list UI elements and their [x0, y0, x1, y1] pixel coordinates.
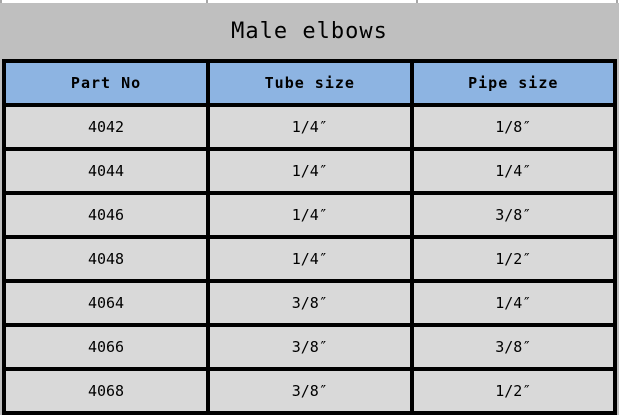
column-border-tick: [416, 0, 418, 3]
cell-tube-size: 3/8″: [206, 367, 414, 415]
column-border-tick: [0, 0, 2, 3]
cell-pipe-size: 1/4″: [409, 279, 618, 327]
cell-tube-size: 3/8″: [206, 323, 414, 371]
cell-tube-size: 3/8″: [206, 279, 414, 327]
title-band: Male elbows: [0, 3, 619, 59]
cell-part-no: 4066: [1, 323, 211, 371]
column-header-part-no: Part No: [1, 59, 211, 107]
page-title: Male elbows: [231, 18, 388, 44]
cell-pipe-size: 1/8″: [409, 103, 618, 151]
cell-tube-size: 1/4″: [206, 191, 414, 239]
table-row: 4064 3/8″ 1/4″: [1, 279, 618, 327]
table-row: 4046 1/4″ 3/8″: [1, 191, 618, 239]
cell-pipe-size: 3/8″: [409, 191, 618, 239]
cell-pipe-size: 3/8″: [409, 323, 618, 371]
column-border-tick: [206, 0, 208, 3]
cell-part-no: 4042: [1, 103, 211, 151]
cell-tube-size: 1/4″: [206, 103, 414, 151]
table-row: 4048 1/4″ 1/2″: [1, 235, 618, 283]
table-row: 4066 3/8″ 3/8″: [1, 323, 618, 371]
cell-part-no: 4064: [1, 279, 211, 327]
cell-part-no: 4046: [1, 191, 211, 239]
top-edge-strip: [0, 0, 619, 3]
table-row: 4042 1/4″ 1/8″: [1, 103, 618, 151]
cell-part-no: 4048: [1, 235, 211, 283]
cell-pipe-size: 1/2″: [409, 235, 618, 283]
cell-part-no: 4044: [1, 147, 211, 195]
column-border-tick: [616, 0, 618, 3]
column-header-tube-size: Tube size: [206, 59, 414, 107]
column-header-pipe-size: Pipe size: [409, 59, 618, 107]
table-row: 4044 1/4″ 1/4″: [1, 147, 618, 195]
table-row: 4068 3/8″ 1/2″: [1, 367, 618, 415]
cell-pipe-size: 1/2″: [409, 367, 618, 415]
cell-pipe-size: 1/4″: [409, 147, 618, 195]
cell-tube-size: 1/4″: [206, 147, 414, 195]
cell-part-no: 4068: [1, 367, 211, 415]
spec-table: Part No Tube size Pipe size 4042 1/4″ 1/…: [1, 59, 618, 415]
cell-tube-size: 1/4″: [206, 235, 414, 283]
table-header-row: Part No Tube size Pipe size: [1, 59, 618, 107]
